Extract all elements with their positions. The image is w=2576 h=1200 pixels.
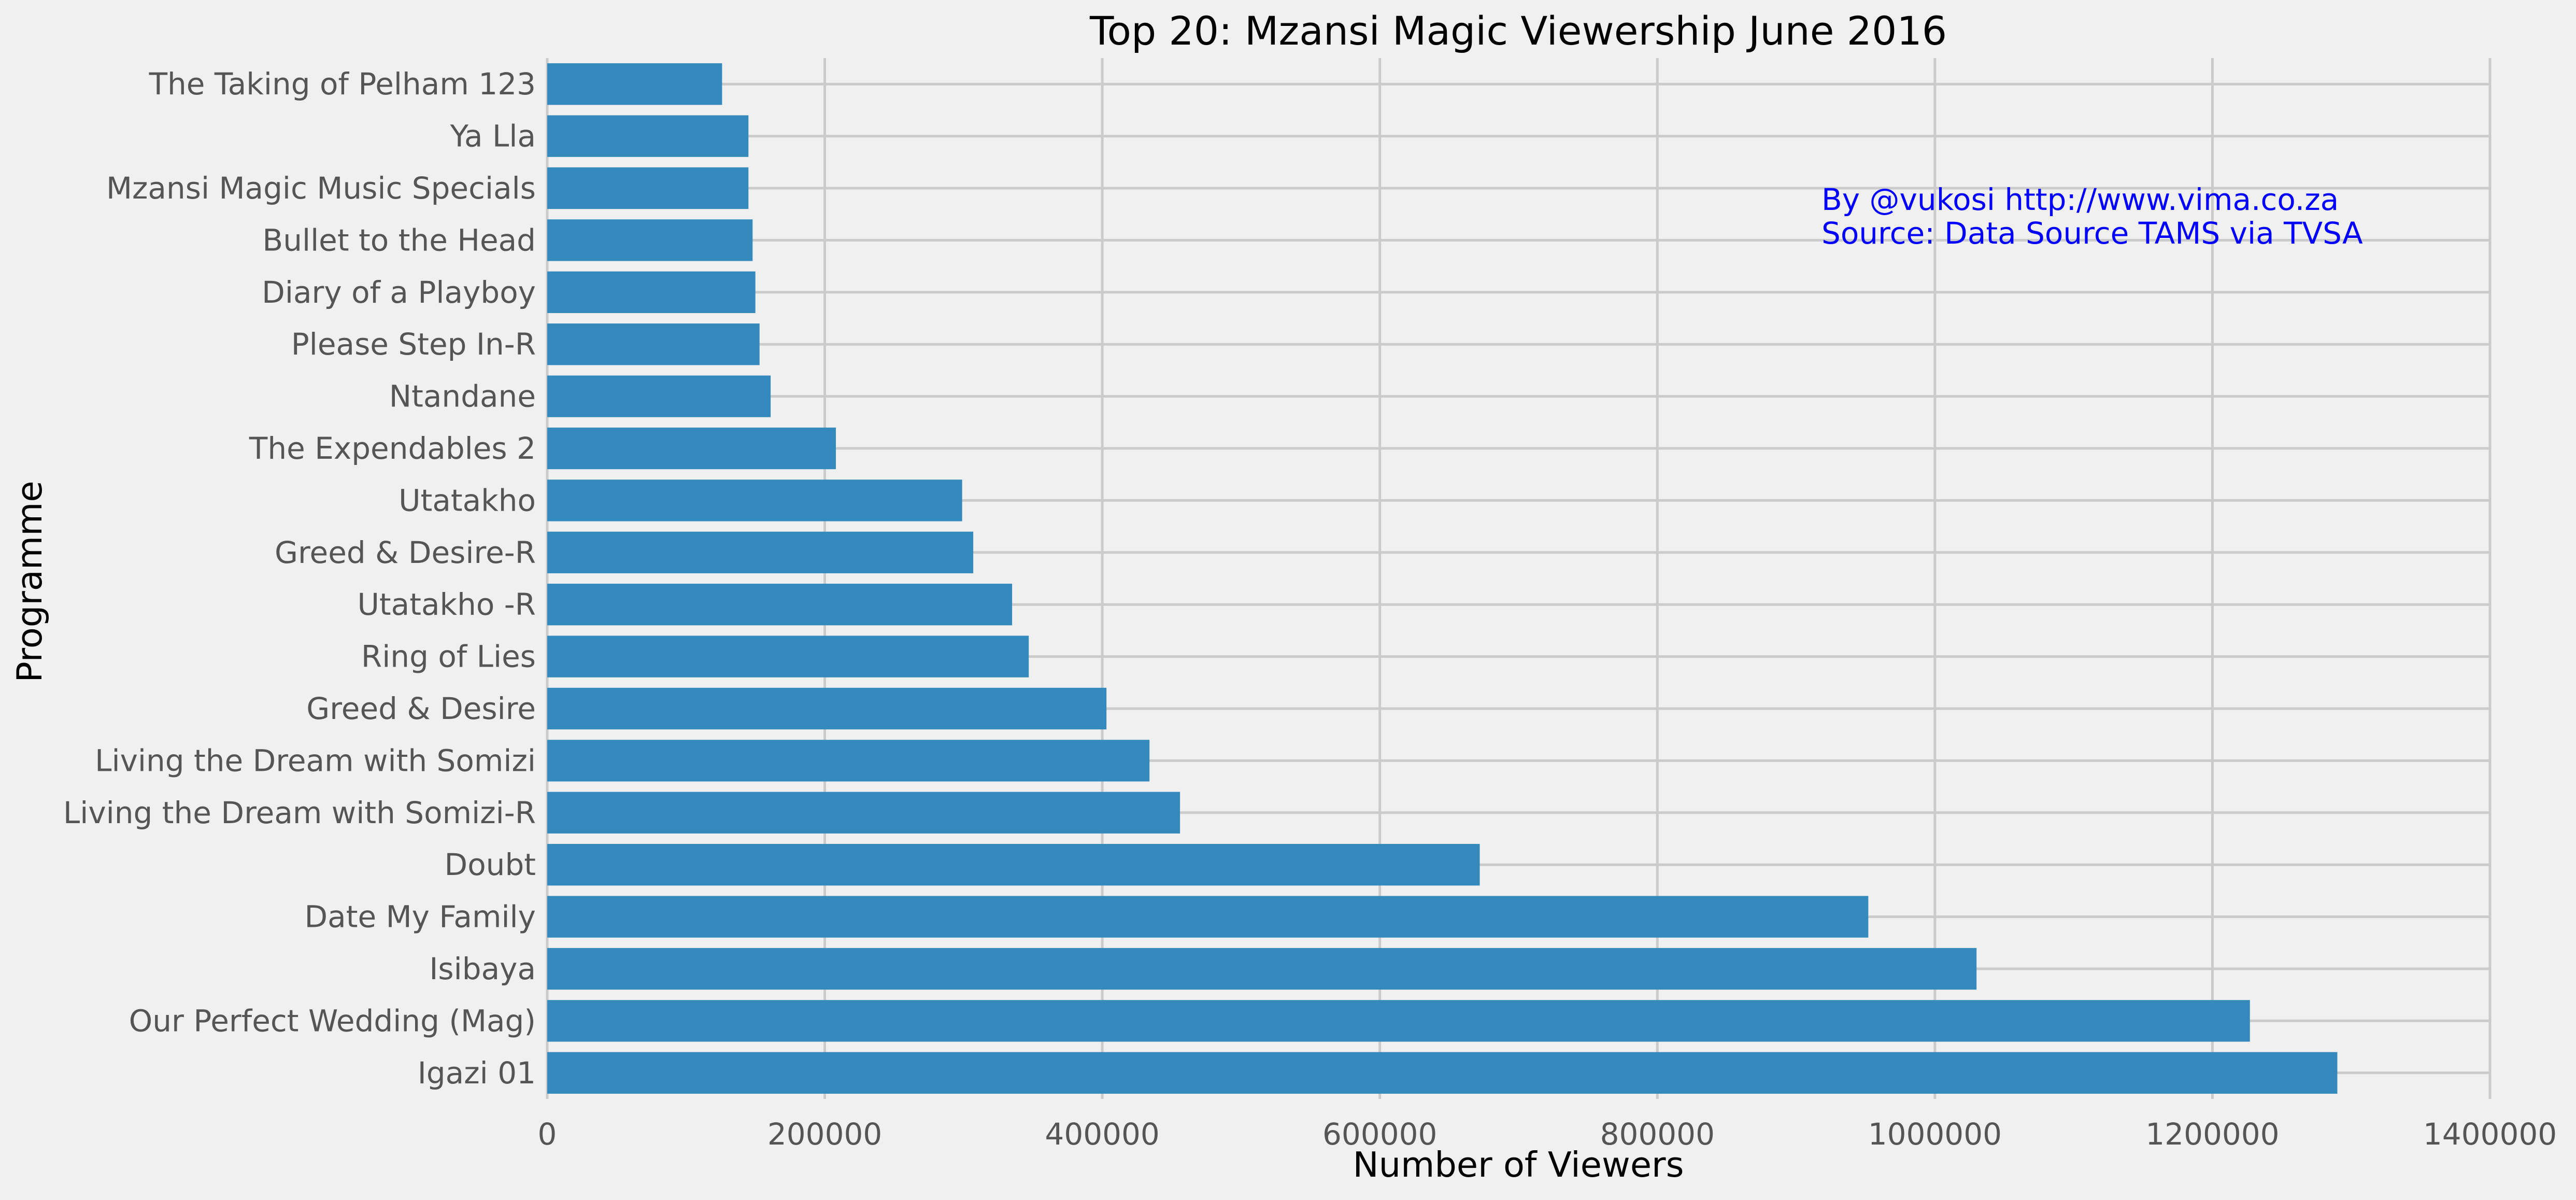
y-tick-label: Mzansi Magic Music Specials	[106, 171, 536, 206]
bar	[547, 271, 756, 313]
x-tick-label: 1200000	[2145, 1117, 2279, 1152]
bar	[547, 531, 974, 573]
annotation-line-1: By @vukosi http://www.vima.co.za	[1821, 182, 2339, 217]
bar	[547, 636, 1029, 677]
y-tick-label: Utatakho -R	[357, 587, 536, 622]
y-tick-label: Isibaya	[429, 951, 536, 986]
y-tick-labels: Igazi 01 Our Perfect Wedding (Mag) Isibaya…	[63, 66, 536, 1091]
x-tick-label: 1400000	[2423, 1117, 2557, 1152]
bar	[547, 219, 753, 261]
y-tick-label: Please Step In-R	[291, 327, 536, 362]
x-tick-labels: 0 200000 400000 600000 800000 1000000 1200000 1…	[538, 1117, 2557, 1152]
bar	[547, 584, 1013, 626]
x-tick-label: 0	[538, 1117, 557, 1152]
bar	[547, 167, 749, 209]
x-axis-title: Number of Viewers	[1353, 1145, 1684, 1185]
y-axis-title: Programme	[9, 481, 50, 682]
annotation-line-2: Source: Data Source TAMS via TVSA	[1821, 216, 2363, 251]
y-tick-label: Diary of a Playboy	[262, 275, 536, 310]
bar	[547, 323, 760, 365]
x-tick-label: 1000000	[1868, 1117, 2002, 1152]
bar	[547, 844, 1480, 886]
bar	[547, 896, 1869, 938]
y-tick-label: The Expendables 2	[249, 431, 536, 466]
bar	[547, 479, 962, 521]
bar	[547, 1052, 2338, 1094]
x-tick-label: 200000	[767, 1117, 882, 1152]
bar	[547, 1000, 2250, 1042]
bar	[547, 948, 1977, 990]
y-tick-label: Ring of Lies	[361, 639, 536, 674]
bar	[547, 63, 722, 105]
y-tick-label: The Taking of Pelham 123	[149, 66, 536, 102]
y-tick-label: Doubt	[445, 847, 536, 882]
bar	[547, 687, 1107, 730]
y-tick-label: Greed & Desire-R	[275, 535, 536, 570]
y-tick-label: Living the Dream with Somizi	[95, 743, 536, 778]
bars-layer	[547, 63, 2338, 1094]
y-tick-label: Ntandane	[389, 379, 536, 414]
y-tick-label: Living the Dream with Somizi-R	[63, 795, 536, 830]
x-tick-label: 800000	[1600, 1117, 1715, 1152]
x-tick-label: 600000	[1322, 1117, 1437, 1152]
bar	[547, 792, 1180, 834]
x-tick-label: 400000	[1045, 1117, 1159, 1152]
y-tick-label: Our Perfect Wedding (Mag)	[129, 1003, 536, 1038]
bar	[547, 375, 771, 417]
bar	[547, 740, 1150, 782]
y-tick-label: Utatakho	[399, 483, 536, 518]
y-tick-label: Igazi 01	[418, 1055, 536, 1091]
bar	[547, 427, 836, 470]
y-tick-label: Date My Family	[305, 899, 536, 935]
chart-title: Top 20: Mzansi Magic Viewership June 201…	[1089, 8, 1947, 54]
y-tick-label: Greed & Desire	[306, 691, 536, 726]
y-tick-label: Bullet to the Head	[262, 222, 536, 258]
bar	[547, 115, 749, 157]
y-tick-label: Ya Lla	[450, 119, 536, 154]
